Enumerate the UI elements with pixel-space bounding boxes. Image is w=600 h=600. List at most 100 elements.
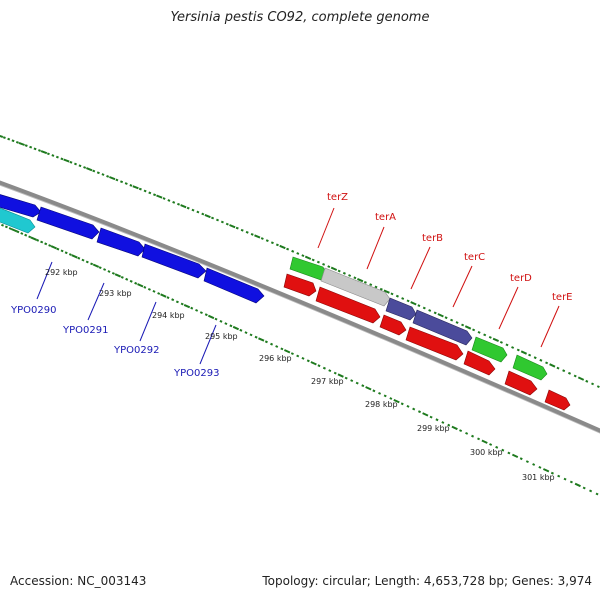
minor-tick [211,216,215,220]
minor-tick [235,226,239,230]
minor-tick [344,376,348,380]
minor-tick [129,279,133,283]
minor-tick [495,445,499,449]
gene-blue-4[interactable] [141,243,207,279]
minor-tick [38,149,41,152]
minor-tick [68,253,72,256]
gene-red-7[interactable] [544,389,571,411]
gene-terD[interactable] [471,336,508,363]
minor-tick [337,269,341,273]
minor-tick [567,371,572,375]
minor-tick [477,437,481,441]
major-tick [30,236,37,241]
major-tick [92,263,100,268]
minor-tick [563,477,567,481]
minor-tick [74,162,77,166]
minor-tick [225,222,229,226]
gene-cyan[interactable] [0,206,36,234]
minor-tick [428,309,432,312]
major-tick [310,361,317,366]
major-tick [511,453,519,459]
major-tick [393,398,400,404]
minor-tick [459,429,463,433]
gene-terB-2[interactable] [412,309,473,346]
minor-tick [342,271,346,275]
minor-tick [60,157,64,161]
minor-tick [162,197,166,200]
minor-tick [328,369,332,373]
minor-tick [589,489,593,493]
red-gene-group [283,273,571,411]
minor-tick [124,182,128,185]
minor-tick [573,374,577,378]
gene-terA[interactable] [320,267,391,307]
kbp-label-295: 295 kbp [205,332,238,341]
minor-tick [499,340,503,344]
gene-blue-2[interactable] [36,206,100,240]
minor-tick [350,379,354,383]
gene-blue-1[interactable] [0,193,42,218]
major-tick [86,167,93,172]
minor-tick [115,178,119,182]
minor-tick [569,480,573,484]
major-tick [574,482,581,488]
kbp-label-292: 292 kbp [45,268,78,277]
minor-tick [186,206,190,210]
gene-blue-5[interactable] [203,267,265,304]
minor-tick [528,353,532,357]
minor-tick [1,223,4,227]
minor-tick [143,189,147,193]
major-tick [204,213,211,219]
minor-tick [250,232,254,236]
major-tick [279,244,286,250]
minor-tick [201,212,205,216]
minor-tick [275,345,279,348]
gene-red-6[interactable] [504,370,538,396]
minor-tick [138,187,142,191]
minor-tick [44,242,48,246]
major-tick [137,283,144,288]
ter-label-terZ: terZ [327,192,348,203]
minor-tick [417,410,422,414]
minor-tick [180,302,184,306]
blue-gene-group [0,193,265,304]
ter-label-terA: terA [375,212,396,223]
minor-tick [477,330,481,334]
gene-terB-1[interactable] [385,297,417,321]
minor-tick [401,297,405,300]
gene-red-1[interactable] [283,273,317,297]
major-tick [109,176,116,181]
minor-tick [556,366,560,370]
gene-terE[interactable] [512,354,548,381]
gene-terZ[interactable] [289,256,328,281]
minor-tick [450,318,454,322]
gene-blue-3[interactable] [96,227,146,257]
gene-red-4[interactable] [405,326,464,361]
minor-tick [353,276,357,280]
minor-tick [48,244,52,247]
minor-tick [56,247,60,251]
kbp-label-301: 301 kbp [522,473,555,482]
gene-label-YPO0293: YPO0293 [173,368,219,379]
minor-tick [488,335,492,339]
minor-tick [106,174,110,178]
minor-tick [64,251,68,255]
major-tick [464,325,472,330]
minor-tick [472,328,476,332]
gene-red-5[interactable] [463,350,496,376]
gene-red-2[interactable] [315,286,381,324]
minor-tick [435,418,439,422]
minor-tick [103,268,107,271]
major-tick [422,412,429,417]
minor-tick [538,465,542,469]
minor-tick [333,371,337,375]
gene-label-YPO0292: YPO0292 [113,345,159,356]
gene-red-3[interactable] [379,314,407,336]
minor-tick [28,235,32,239]
minor-tick [15,140,19,144]
major-tick [365,386,372,391]
minor-tick [33,147,37,151]
minor-tick [265,239,269,243]
